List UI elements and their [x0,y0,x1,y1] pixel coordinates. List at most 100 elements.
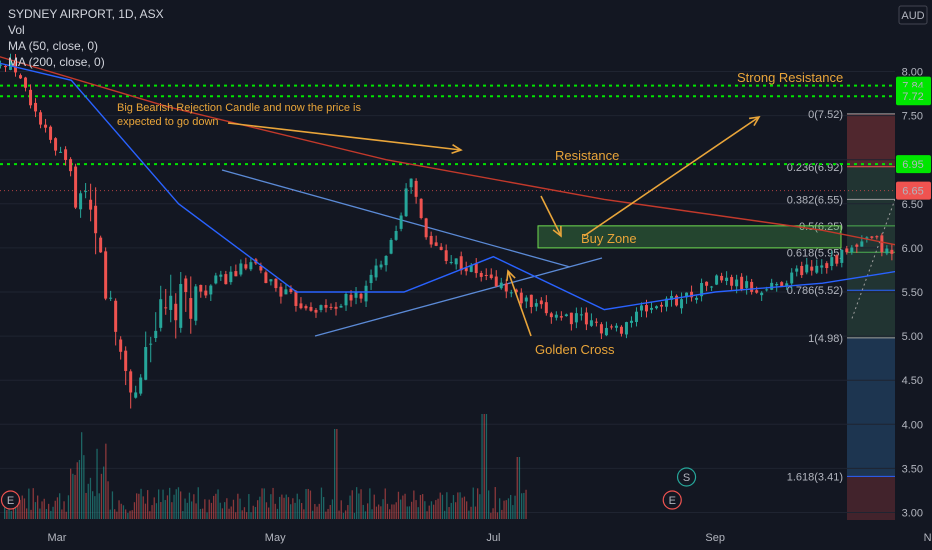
volume-bar [166,495,169,519]
split-badge-icon[interactable]: S [676,467,697,487]
candle-body [469,264,473,272]
badge-circle [676,467,697,487]
candle-body [765,289,769,291]
candle-body [554,314,558,318]
volume-bar [41,501,43,519]
volume-bar [301,503,303,519]
volume-bar [373,494,375,519]
badge-letter: E [7,495,14,507]
rejection-arrow-head [451,143,463,155]
volume-bar [307,488,309,519]
candle-body [209,285,213,295]
volume-bar [21,495,23,519]
volume-bar [94,496,96,519]
volume-bar [391,504,393,519]
volume-bar [19,500,21,519]
volume-bar [404,493,406,519]
candle-body [594,321,598,323]
candle-body [890,249,894,254]
candle-body [89,199,93,210]
candle-body [720,275,724,281]
candle-body [845,248,849,253]
candle-body [805,264,809,273]
volume-bar [136,493,138,519]
volume-bar [375,506,378,519]
candle-body [670,296,674,300]
candle-body [384,255,388,266]
volume-bar [353,512,356,519]
candle-body [139,377,143,394]
price-tag[interactable] [896,181,931,200]
volume-bar [298,499,301,519]
candle-body [339,305,343,308]
candle-body [665,298,669,307]
volume-bar [26,508,28,519]
volume-bar [496,512,499,519]
volume-bar [342,512,345,519]
candle-body [279,286,283,297]
volume-bar [477,488,479,519]
candle-body [374,265,378,278]
candle-body [579,314,583,316]
volume-bar [224,502,226,519]
candle-body [314,309,318,313]
volume-bar [232,499,235,519]
earnings-badge-icon[interactable]: E [662,490,682,510]
rejection-note-line1: Big Bearish Rejection Candle and now the… [117,102,361,114]
price-tag[interactable] [896,155,931,174]
candle-body [134,392,138,398]
volume-bar [65,511,67,519]
volume-bar [235,512,237,519]
candle-body [624,322,628,335]
volume-bar [171,502,173,519]
time-axis-tick: Nov [924,532,932,544]
down-to-buy-arrow [540,195,562,237]
volume-bar [158,489,160,519]
volume-bar [507,498,510,519]
candle-body [159,299,163,328]
volume-bar [402,495,404,519]
volume-bar [32,488,34,519]
volume-bar [87,483,89,519]
legend-ma50[interactable]: MA (50, close, 0) [8,39,99,53]
volume-bar [114,509,116,519]
candle-body [309,306,313,311]
candle-body [84,191,88,193]
volume-bar [360,489,362,519]
candle-body [3,65,7,68]
candle-body [334,306,338,309]
symbol-title: SYDNEY AIRPORT, 1D, ASX [8,7,164,21]
earnings-badge-icon[interactable]: E [0,490,21,510]
time-axis-bg [0,522,932,550]
candle-body [865,237,869,239]
candle-body [680,299,684,309]
candle-body [504,283,508,292]
volume-bar [309,490,312,519]
currency-badge[interactable] [898,5,928,25]
candle-body [785,283,789,286]
volume-bar [413,490,415,519]
volume-bar [199,508,202,519]
candle-body [214,275,218,284]
candle-body [19,75,23,79]
volume-bar [221,508,224,519]
candle-body [154,330,158,339]
volume-bar [226,498,228,519]
candle-body [494,276,498,287]
legend-vol[interactable]: Vol [8,23,25,37]
volume-bar [151,505,153,519]
volume-bar [182,511,184,519]
volume-bar [129,510,131,519]
price-tag[interactable] [896,87,931,106]
candle-body [149,343,153,345]
lower-trendline [314,257,603,337]
volume-bar [525,489,527,519]
candle-body [224,274,228,285]
volume-bar [261,488,263,519]
volume-bar [338,510,340,519]
candle-body [129,371,133,393]
candle-body [604,327,608,336]
legend-ma200[interactable]: MA (200, close, 0) [8,55,105,69]
